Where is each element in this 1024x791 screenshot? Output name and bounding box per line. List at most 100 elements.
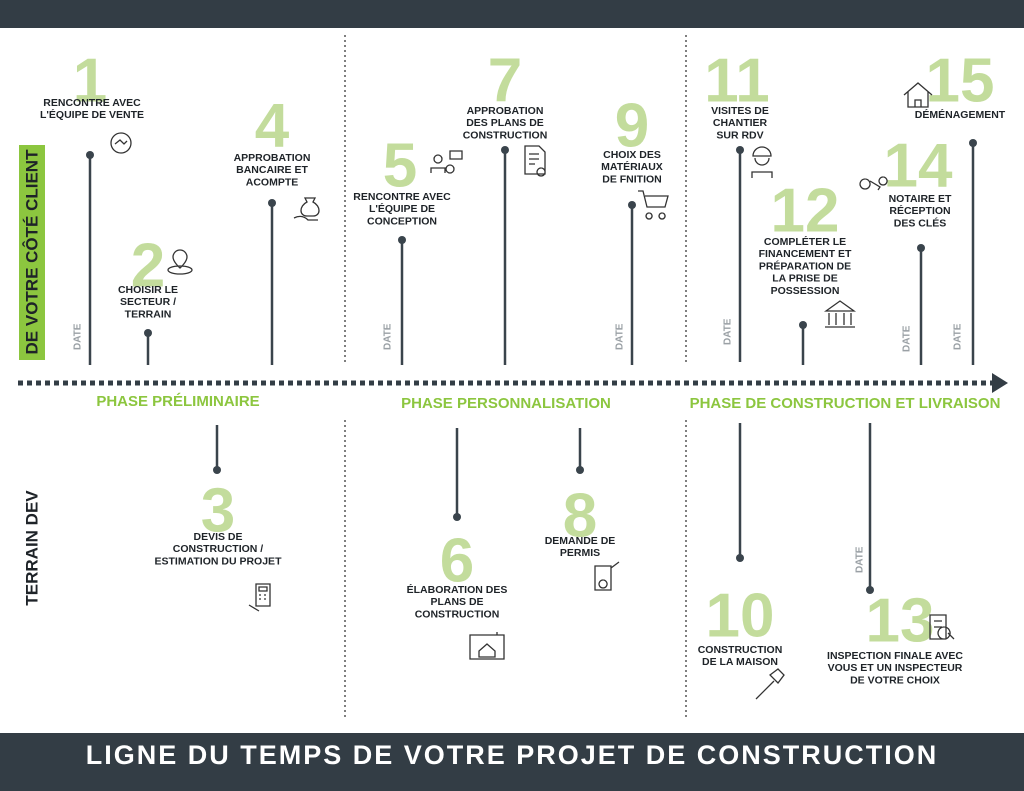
step-label: DE VOTRE CHOIX <box>850 674 940 686</box>
date-label: DATE <box>615 323 626 350</box>
pin-dot <box>866 586 874 594</box>
step-number: 2 <box>131 231 165 300</box>
step-label: CHANTIER <box>713 117 768 129</box>
date-label: DATE <box>855 546 866 573</box>
step-number: 5 <box>383 131 417 200</box>
date-label: DATE <box>723 318 734 345</box>
pin-dot <box>453 513 461 521</box>
step-label: CONCEPTION <box>367 215 437 227</box>
pin-dot <box>213 466 221 474</box>
pin-dot <box>628 201 636 209</box>
step-label: CHOISIR LE <box>118 284 178 296</box>
step-number: 6 <box>440 526 474 595</box>
pin-dot <box>799 321 807 329</box>
step-label: POSSESSION <box>771 285 840 297</box>
step-label: CONSTRUCTION / <box>173 543 263 555</box>
date-label: DATE <box>73 323 84 350</box>
step-label: CHOIX DES <box>603 149 661 161</box>
step-number: 1 <box>73 46 107 115</box>
step-label: RENCONTRE AVEC <box>353 191 451 203</box>
step-number: 10 <box>706 581 775 650</box>
step-icon <box>751 146 773 178</box>
separators <box>344 35 687 718</box>
step-number: 3 <box>201 476 235 545</box>
step-icon <box>823 300 857 328</box>
step-number: 14 <box>884 131 953 200</box>
step-label: PERMIS <box>560 547 600 559</box>
step-number: 11 <box>704 46 770 115</box>
pin-dot <box>576 466 584 474</box>
step-number: 9 <box>615 91 649 160</box>
date-label: DATE <box>953 323 964 350</box>
step-icon <box>524 145 546 177</box>
pin-dot <box>736 146 744 154</box>
step-number: 13 <box>866 586 935 655</box>
date-label: DATE <box>902 325 913 352</box>
step-icon <box>248 583 271 612</box>
pin-dot <box>501 146 509 154</box>
step-label: ACOMPTE <box>246 176 299 188</box>
step-number: 4 <box>255 91 290 160</box>
step-label: CONSTRUCTION <box>415 608 500 620</box>
pin-dot <box>144 329 152 337</box>
step-label: COMPLÉTER LE <box>764 235 846 248</box>
step-number: 15 <box>926 46 995 115</box>
phase-label: PHASE PERSONNALISATION <box>401 395 611 412</box>
step-icon <box>929 614 955 640</box>
step-label: CONSTRUCTION <box>463 129 548 141</box>
footer-title: LIGNE DU TEMPS DE VOTRE PROJET DE CONSTR… <box>86 740 939 770</box>
step-icon <box>110 132 132 154</box>
step-icon <box>903 82 933 108</box>
timeline-arrow <box>992 373 1008 393</box>
step-icon <box>638 190 669 220</box>
step-label: DEMANDE DE <box>545 535 616 547</box>
step-label: CONSTRUCTION <box>698 644 783 656</box>
top-bar <box>0 0 1024 28</box>
step-label: INSPECTION FINALE AVEC <box>827 650 963 662</box>
step-label: DEVIS DE <box>193 531 242 543</box>
pin-dot <box>969 139 977 147</box>
step-label: RÉCEPTION <box>889 204 950 217</box>
step-label: VOUS ET UN INSPECTEUR <box>828 662 963 674</box>
step-label: APPROBATION <box>467 105 544 117</box>
step-number: 7 <box>488 46 522 115</box>
step-label: LA PRISE DE <box>772 273 838 285</box>
date-label: DATE <box>383 323 394 350</box>
step-icon <box>859 176 888 191</box>
step-label: APPROBATION <box>234 152 311 164</box>
step-label: PLANS DE <box>430 596 483 608</box>
step-icon <box>594 561 620 591</box>
step-label: MATÉRIAUX <box>601 160 663 173</box>
phase-label: PHASE PRÉLIMINAIRE <box>96 393 259 410</box>
step-label: DÉMÉNAGEMENT <box>915 108 1006 121</box>
step-label: BANCAIRE ET <box>236 164 308 176</box>
step-number: 12 <box>771 176 840 245</box>
pin-dot <box>268 199 276 207</box>
step-label: NOTAIRE ET <box>889 193 952 205</box>
side-label: DE VOTRE CÔTÉ CLIENT <box>22 149 41 355</box>
step-icon <box>430 150 463 174</box>
step-label: FINANCEMENT ET <box>759 248 852 260</box>
pin-dot <box>736 554 744 562</box>
phase-label: PHASE DE CONSTRUCTION ET LIVRAISON <box>690 395 1001 412</box>
step-icon <box>293 197 320 221</box>
pin-dot <box>86 151 94 159</box>
pin-dot <box>398 236 406 244</box>
step-label: SECTEUR / <box>120 296 176 308</box>
step-label: DE FNITION <box>602 173 662 185</box>
